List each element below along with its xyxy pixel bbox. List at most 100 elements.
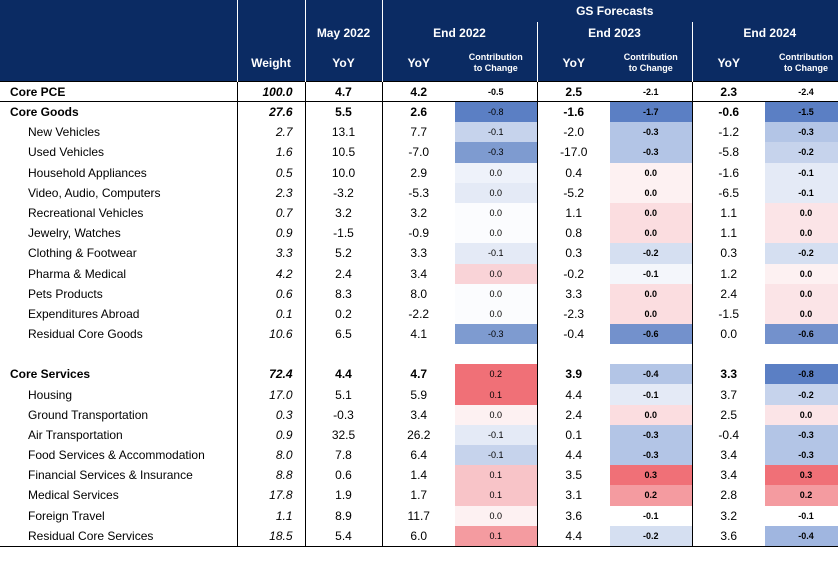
end2024-yoy-cell: -5.8 — [691, 142, 765, 163]
end2024-yoy-cell: 1.1 — [691, 223, 765, 244]
end2022-contribution-cell: -0.3 — [455, 324, 537, 345]
end2022-yoy-cell: 8.0 — [381, 283, 455, 304]
end2022-contribution-cell: 0.0 — [455, 283, 537, 304]
table-row: Video, Audio, Computers 2.3 -3.2 -5.3 0.0 -5.… — [0, 182, 838, 203]
end2022-contribution-cell: -0.1 — [455, 424, 537, 445]
may2022-yoy-cell: 1.9 — [304, 485, 382, 506]
header-blank — [0, 0, 237, 22]
end2024-yoy-cell: 2.3 — [691, 81, 765, 102]
end2023-contribution-cell: -0.3 — [610, 142, 692, 163]
may2022-yoy-cell: -3.2 — [304, 182, 382, 203]
weight-cell: 4.2 — [236, 263, 305, 284]
end2023-yoy-cell: 2.4 — [536, 404, 610, 425]
end2024-yoy-cell: 2.4 — [691, 283, 765, 304]
end2023-yoy-cell: 3.1 — [536, 485, 610, 506]
may2022-header: May 2022 — [304, 22, 382, 44]
end2022-contribution-cell: 0.0 — [455, 202, 537, 224]
may2022-yoy-cell: 10.5 — [304, 142, 382, 163]
may2022-yoy-cell: 8.9 — [304, 505, 382, 526]
weight-cell: 17.0 — [236, 384, 305, 405]
end2023-contribution-cell: -2.1 — [610, 81, 692, 102]
end2022-yoy-cell: 3.4 — [381, 404, 455, 425]
end2023-contribution-cell: -0.3 — [610, 122, 692, 143]
may2022-yoy-cell: 5.1 — [304, 384, 382, 405]
end2022-contribution-cell: -0.5 — [455, 81, 537, 102]
yoy-header: YoY — [691, 44, 765, 82]
end2022-yoy-cell: 2.6 — [381, 101, 455, 123]
end2023-contribution-cell: -0.4 — [610, 364, 692, 385]
end2022-contribution-cell: 0.0 — [455, 162, 537, 183]
end2023-contribution-cell: -0.1 — [610, 505, 692, 526]
weight-header: Weight — [236, 44, 305, 82]
weight-cell: 0.1 — [236, 303, 305, 325]
end2022-yoy-cell: 1.7 — [381, 485, 455, 506]
end2024-header: End 2024 — [691, 22, 838, 44]
end2022-yoy-cell — [381, 344, 455, 365]
end2022-yoy-cell: 11.7 — [381, 505, 455, 526]
row-label: Ground Transportation — [28, 407, 149, 422]
end2022-contribution-cell: 0.0 — [455, 404, 537, 425]
row-label: Recreational Vehicles — [28, 206, 144, 221]
end2022-yoy-cell: 6.4 — [381, 445, 455, 466]
header-blank — [0, 22, 237, 44]
end2022-contribution-cell: 0.2 — [455, 364, 537, 385]
may2022-yoy-cell: 6.5 — [304, 324, 382, 345]
end2022-yoy-cell: 2.9 — [381, 162, 455, 183]
table-row: Used Vehicles 1.6 10.5 -7.0 -0.3 -17.0 -0.3 -5.… — [0, 142, 838, 163]
end2023-yoy-cell: 3.5 — [536, 465, 610, 486]
end2024-yoy-cell: 3.4 — [691, 445, 765, 466]
table-row: Pets Products 0.6 8.3 8.0 0.0 3.3 0.0 2.4 0.0 — [0, 283, 838, 304]
yoy-header: YoY — [381, 44, 455, 82]
weight-cell: 72.4 — [236, 364, 305, 385]
end2024-yoy-cell: 1.1 — [691, 202, 765, 224]
end2023-yoy-cell: 3.6 — [536, 505, 610, 526]
end2024-contribution-cell: 0.3 — [765, 465, 838, 486]
end2022-contribution-cell: -0.3 — [455, 142, 537, 163]
end2023-yoy-cell — [536, 344, 610, 365]
end2022-contribution-cell: -0.1 — [455, 122, 537, 143]
table-row: Housing 17.0 5.1 5.9 0.1 4.4 -0.1 3.7 -0.2 — [0, 384, 838, 405]
weight-cell: 10.6 — [236, 324, 305, 345]
row-label: Pets Products — [28, 286, 103, 301]
end2023-yoy-cell: 3.9 — [536, 364, 610, 385]
contribution-header: Contribution to Change — [455, 44, 537, 82]
end2022-contribution-cell: -0.1 — [455, 243, 537, 264]
end2023-contribution-cell: -0.2 — [610, 525, 692, 547]
end2023-contribution-cell: -0.2 — [610, 243, 692, 264]
weight-cell: 17.8 — [236, 485, 305, 506]
table-row: Household Appliances 0.5 10.0 2.9 0.0 0.4 0.0-… — [0, 162, 838, 183]
end2022-yoy-cell: 4.1 — [381, 324, 455, 345]
end2024-contribution-cell: 0.0 — [765, 404, 838, 425]
end2022-yoy-cell: 3.2 — [381, 202, 455, 224]
end2022-contribution-cell: 0.0 — [455, 303, 537, 325]
weight-cell: 2.3 — [236, 182, 305, 203]
end2022-contribution-cell: 0.0 — [455, 505, 537, 526]
end2022-contribution-cell: 0.0 — [455, 223, 537, 244]
end2024-contribution-cell: 0.0 — [765, 202, 838, 224]
end2024-yoy-cell: 1.2 — [691, 263, 765, 284]
weight-cell — [236, 344, 305, 365]
table-row: Residual Core Goods 10.6 6.5 4.1 -0.3 -0.4 -0.… — [0, 324, 838, 345]
may2022-yoy-cell: -1.5 — [304, 223, 382, 244]
row-label: New Vehicles — [28, 125, 101, 140]
yoy-header: YoY — [536, 44, 610, 82]
row-label — [0, 344, 237, 364]
weight-cell: 8.8 — [236, 465, 305, 486]
end2024-yoy-cell: -1.6 — [691, 162, 765, 183]
table-row: Jewelry, Watches 0.9 -1.5 -0.9 0.0 0.8 0.0 1.1 0… — [0, 223, 838, 244]
row-label: Air Transportation — [28, 427, 123, 442]
forecast-table: GS Forecasts May 2022 End 2022 End 2023 … — [0, 0, 838, 547]
end2022-yoy-cell: 6.0 — [381, 525, 455, 547]
end2023-yoy-cell: -17.0 — [536, 142, 610, 163]
table-body: Core PCE 100.0 4.7 4.2 -0.5 2.5 -2.1 2.3 -2.4 Cor… — [0, 81, 838, 547]
end2024-yoy-cell — [691, 344, 765, 365]
end2022-yoy-cell: 5.9 — [381, 384, 455, 405]
may2022-yoy-cell: 3.2 — [304, 202, 382, 224]
weight-cell: 8.0 — [236, 445, 305, 466]
row-label: Video, Audio, Computers — [28, 185, 161, 200]
may2022-yoy-cell: 5.4 — [304, 525, 382, 547]
end2024-contribution-cell — [765, 344, 838, 365]
table-row: Expenditures Abroad 0.1 0.2 -2.2 0.0 -2.3 0.0-… — [0, 303, 838, 325]
may2022-yoy-cell: 7.8 — [304, 445, 382, 466]
end2023-contribution-cell: -0.3 — [610, 424, 692, 445]
